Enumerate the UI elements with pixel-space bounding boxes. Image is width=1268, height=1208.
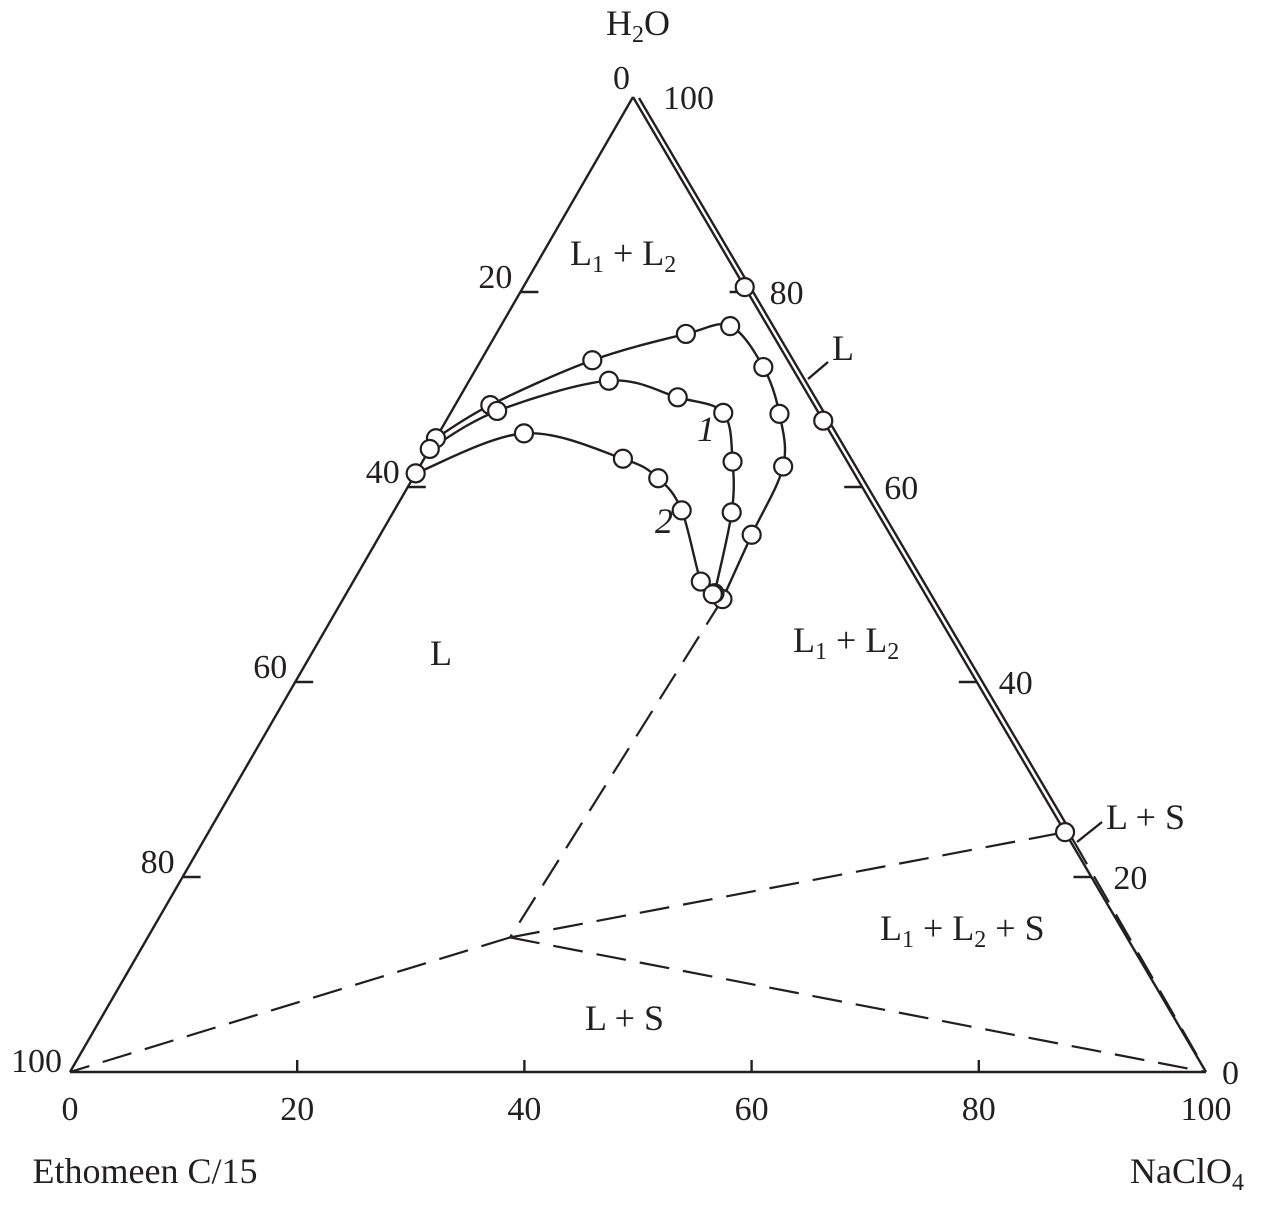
data-point	[769, 403, 790, 424]
axis-right-outer	[637, 97, 1074, 835]
data-point	[702, 584, 723, 605]
tick-label-left: 20	[478, 259, 512, 296]
component-label-h2o: H2O	[606, 3, 670, 48]
tick-label-right: 40	[999, 665, 1033, 702]
tick-label-left: 80	[141, 844, 175, 881]
leader-line-l	[807, 361, 829, 380]
data-point	[667, 387, 688, 408]
tick-label-bottom: 40	[507, 1091, 541, 1128]
region-label: L + S	[585, 998, 664, 1038]
data-point	[598, 370, 619, 391]
region-label: L1 + L2 + S	[880, 908, 1045, 953]
data-point	[612, 448, 634, 469]
axis-right-inner	[631, 96, 1067, 833]
data-point	[582, 350, 603, 371]
data-point	[671, 500, 692, 521]
tick-label-right: 20	[1113, 860, 1147, 897]
tick-label-left: 100	[11, 1043, 62, 1080]
tick-label-left: 40	[366, 454, 400, 491]
tick-label-bottom: 80	[962, 1091, 996, 1128]
tie-line-dashed	[509, 598, 724, 939]
edge-point	[1054, 822, 1076, 843]
curve-label-1: 1	[697, 409, 715, 449]
component-label-ethomeen: Ethomeen C/15	[33, 1151, 258, 1191]
region-label: L	[832, 328, 854, 368]
tick-label-right: 60	[884, 470, 918, 507]
tick-label-bottom: 20	[280, 1091, 314, 1128]
data-point	[675, 323, 697, 345]
region-label: L1 + L2	[570, 233, 676, 278]
tick-label-left: 60	[253, 649, 287, 686]
data-point	[690, 571, 711, 592]
tie-line-dashed	[69, 936, 511, 1074]
tick-label-left: 0	[613, 60, 630, 97]
region-label: L	[430, 633, 452, 673]
axis-left	[68, 96, 635, 1073]
region-label: L1 + L2	[793, 620, 899, 665]
data-point	[753, 356, 774, 378]
data-point	[513, 423, 535, 444]
data-point	[713, 402, 734, 423]
tie-line-dashed	[509, 831, 1066, 939]
data-point	[722, 451, 743, 472]
leader-line-l-plus-s	[1076, 821, 1103, 843]
tick-label-right: 80	[770, 275, 804, 312]
data-points	[405, 277, 1076, 843]
tick-label-bottom: 0	[62, 1091, 79, 1128]
curve-label-2: 2	[655, 501, 673, 541]
data-point	[419, 438, 440, 460]
data-point	[487, 400, 508, 422]
data-point	[773, 456, 794, 477]
region-label: L + S	[1106, 797, 1185, 837]
tick-label-bottom: 100	[1181, 1091, 1232, 1128]
data-point	[741, 524, 762, 545]
tick-label-bottom: 60	[735, 1091, 769, 1128]
tick-label-right: 0	[1222, 1055, 1239, 1092]
edge-point	[734, 277, 755, 298]
data-point	[721, 502, 742, 523]
data-point	[405, 463, 426, 484]
tick-label-right: 100	[663, 80, 714, 117]
tie-line-dashed	[509, 936, 1207, 1074]
data-point	[648, 468, 669, 489]
binodal-curve-outer	[435, 323, 787, 600]
data-point	[720, 316, 741, 337]
edge-point	[813, 410, 834, 431]
component-label-naclo4: NaClO4	[1130, 1151, 1244, 1196]
